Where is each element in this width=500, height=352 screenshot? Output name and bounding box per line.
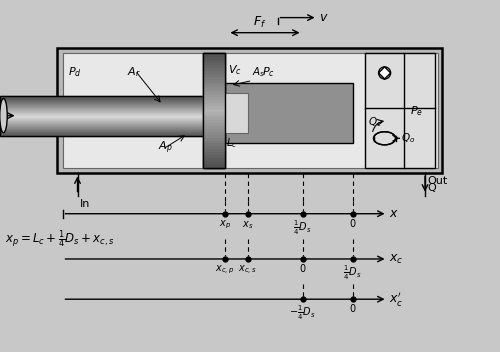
Text: $x_c$: $x_c$ bbox=[389, 252, 404, 265]
Text: $x_s$: $x_s$ bbox=[242, 219, 253, 231]
Circle shape bbox=[378, 67, 390, 79]
Text: $A_p$: $A_p$ bbox=[158, 139, 172, 156]
Text: $-\frac{1}{4}D_s$: $-\frac{1}{4}D_s$ bbox=[289, 304, 316, 322]
Text: In: In bbox=[80, 199, 90, 209]
Text: x: x bbox=[389, 207, 396, 220]
Bar bbox=[0, 95, 205, 136]
Text: $L_c$: $L_c$ bbox=[226, 136, 237, 150]
Bar bbox=[365, 53, 435, 169]
Text: $P_d$: $P_d$ bbox=[68, 65, 82, 79]
Text: $x_c'$: $x_c'$ bbox=[389, 290, 404, 308]
Text: $\frac{1}{4}D_s$: $\frac{1}{4}D_s$ bbox=[344, 264, 361, 282]
Text: $x_p$: $x_p$ bbox=[219, 219, 231, 231]
Text: $Q_c$: $Q_c$ bbox=[368, 115, 382, 129]
Text: $F_L$: $F_L$ bbox=[0, 108, 1, 123]
Bar bbox=[58, 48, 442, 174]
Bar bbox=[225, 93, 248, 133]
Text: $x_{c,p}$: $x_{c,p}$ bbox=[216, 264, 234, 276]
Text: 0: 0 bbox=[350, 304, 356, 314]
Text: $V_c$: $V_c$ bbox=[228, 63, 241, 77]
Text: v: v bbox=[319, 11, 326, 24]
Text: $A_s$: $A_s$ bbox=[252, 65, 266, 79]
Text: $x_{c,s}$: $x_{c,s}$ bbox=[238, 264, 257, 277]
Text: $P_e$: $P_e$ bbox=[410, 104, 422, 118]
Text: $\frac{1}{4}D_s$: $\frac{1}{4}D_s$ bbox=[294, 219, 312, 237]
Text: Q: Q bbox=[428, 183, 436, 193]
Bar bbox=[202, 53, 225, 169]
Bar bbox=[225, 83, 352, 143]
Bar bbox=[62, 53, 438, 169]
Text: 0: 0 bbox=[350, 219, 356, 229]
Bar bbox=[202, 53, 225, 169]
Text: $x_p = L_c + \frac{1}{4}D_s + x_{c,s}$: $x_p = L_c + \frac{1}{4}D_s + x_{c,s}$ bbox=[5, 229, 114, 251]
Text: $P_c$: $P_c$ bbox=[262, 65, 276, 79]
Text: 0: 0 bbox=[300, 264, 306, 274]
Text: $Q_o$: $Q_o$ bbox=[401, 131, 415, 145]
Text: $A_r$: $A_r$ bbox=[128, 65, 141, 79]
Ellipse shape bbox=[0, 99, 7, 133]
Bar bbox=[0, 95, 205, 136]
Text: Out: Out bbox=[428, 176, 448, 186]
Text: $F_f$: $F_f$ bbox=[254, 15, 266, 30]
